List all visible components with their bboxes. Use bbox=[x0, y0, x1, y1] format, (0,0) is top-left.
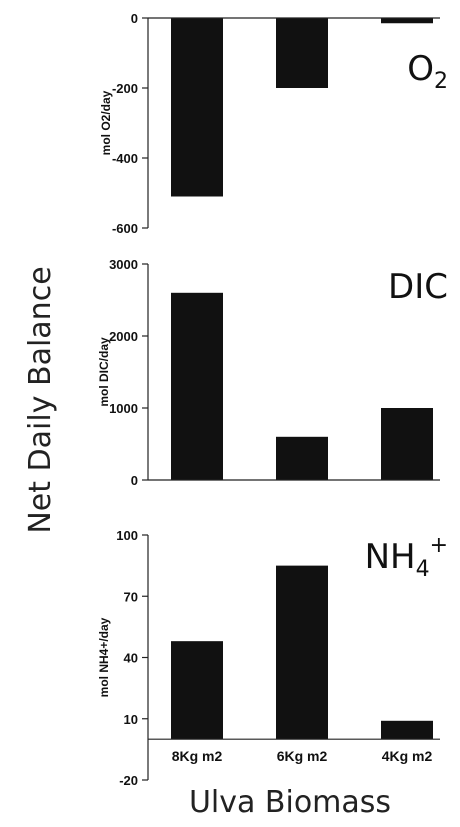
y-tick-label: 40 bbox=[124, 651, 138, 666]
y-tick-label: 10 bbox=[124, 712, 138, 727]
y-tick-label: -600 bbox=[112, 221, 138, 236]
bar-2-3 bbox=[381, 408, 433, 480]
bar-3-1 bbox=[171, 641, 223, 740]
category-label: 6Kg m2 bbox=[277, 748, 328, 764]
chart-panel-2: 0 1000 2000 3000 mol DIC/day DIC bbox=[97, 257, 448, 488]
chart-panel-3: 100 70 40 10 -20 mol NH4+/day NH4+ 8Kg m2 6Kg m2… bbox=[97, 528, 448, 788]
figure-y-axis-label: Net Daily Balance bbox=[23, 266, 58, 533]
bar-3-2 bbox=[276, 565, 328, 740]
category-label: 4Kg m2 bbox=[382, 748, 433, 764]
category-label: 8Kg m2 bbox=[172, 748, 223, 764]
panel-y-axis-label: mol O2/day bbox=[99, 90, 113, 155]
y-tick-label: 70 bbox=[124, 589, 138, 604]
panel-title: NH4+ bbox=[365, 533, 448, 582]
y-tick-label: 2000 bbox=[109, 329, 138, 344]
figure-x-axis-label: Ulva Biomass bbox=[189, 785, 391, 820]
panel-y-axis-label: mol DIC/day bbox=[97, 337, 111, 407]
y-tick-label: 1000 bbox=[109, 401, 138, 416]
bar-1-3 bbox=[381, 18, 433, 24]
chart-panel-1: 0 -200 -400 -600 mol O2/day O2 bbox=[99, 11, 448, 236]
panel-title: DIC bbox=[388, 267, 448, 307]
y-tick-label: 0 bbox=[131, 11, 138, 26]
y-tick-label: -200 bbox=[112, 81, 138, 96]
chart-panels: 0 -200 -400 -600 mol O2/day O2 0 1000 2000 3000 mo… bbox=[97, 11, 448, 788]
y-tick-label: -400 bbox=[112, 151, 138, 166]
y-tick-label: -20 bbox=[119, 773, 138, 788]
bar-2-1 bbox=[171, 292, 223, 480]
y-tick-label: 100 bbox=[116, 528, 138, 543]
y-tick-label: 0 bbox=[131, 473, 138, 488]
panel-title: O2 bbox=[407, 49, 448, 94]
panel-y-axis-label: mol NH4+/day bbox=[97, 617, 111, 697]
bar-1-1 bbox=[171, 18, 223, 197]
y-tick-label: 3000 bbox=[109, 257, 138, 272]
bar-3-3 bbox=[381, 720, 433, 740]
bar-1-2 bbox=[276, 18, 328, 88]
bar-2-2 bbox=[276, 436, 328, 480]
